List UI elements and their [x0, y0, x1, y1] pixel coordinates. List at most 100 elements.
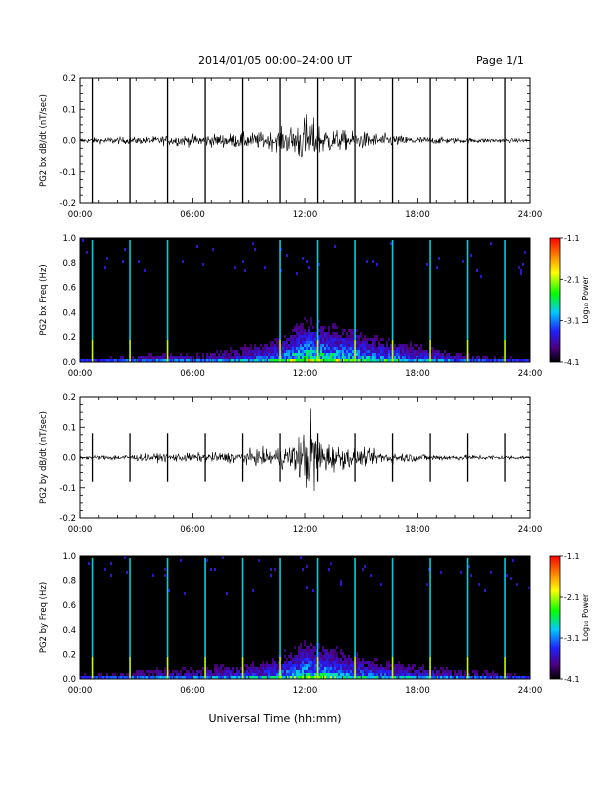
spectrogram-cell: [512, 559, 514, 562]
spectrogram-cell: [372, 353, 374, 356]
spectrogram-cell: [94, 676, 96, 679]
spectrogram-cell: [196, 670, 198, 673]
spectrogram-cell: [406, 347, 408, 350]
spectrogram-cell: [356, 661, 358, 664]
spectrogram-cell: [404, 667, 406, 670]
spectrogram-cell: [218, 667, 220, 670]
spectrogram-cell: [224, 673, 226, 676]
spectrogram-cell: [214, 568, 216, 571]
spectrogram-cell: [324, 335, 326, 338]
spectrogram-cell: [352, 667, 354, 670]
spectrogram-cell: [230, 350, 232, 353]
spectrogram-cell: [214, 356, 216, 359]
spectrogram-cell: [370, 347, 372, 350]
spectrogram-cell: [262, 356, 264, 359]
spectrogram-cell: [348, 335, 350, 338]
spectrogram-cell: [306, 652, 308, 655]
spectrogram-cell: [318, 646, 320, 649]
spectrogram-cell: [288, 661, 290, 664]
spectrogram-cell: [442, 670, 444, 673]
spectrogram-cell: [210, 353, 212, 356]
spectrogram-cell: [276, 350, 278, 353]
spectrogram-cell: [334, 344, 336, 347]
spectrogram-cell: [216, 359, 218, 362]
spectrogram-cell: [284, 673, 286, 676]
x-tick-label: 00:00: [68, 210, 93, 220]
spectrogram-cell: [306, 565, 308, 568]
spectrogram-cell: [290, 676, 292, 679]
spectrogram-cell: [388, 667, 390, 670]
spectrogram-cell: [468, 356, 470, 359]
panel-bx-dbdt: 00:00 06:00 12:00 18:00 24:00-0.2-0.10.00.10…: [39, 74, 542, 220]
x-tick-label: 00:00: [68, 686, 93, 696]
spectrogram-cell: [374, 347, 376, 350]
spectrogram-cell: [314, 341, 316, 344]
spectrogram-cell: [218, 356, 220, 359]
x-tick-label: 12:00: [293, 210, 318, 220]
spectrogram-cell: [274, 359, 276, 362]
spectrogram-cell: [374, 673, 376, 676]
spectrogram-cell: [436, 676, 438, 679]
spectrogram-cell: [396, 673, 398, 676]
spectrogram-cell: [288, 673, 290, 676]
spectrogram-cell: [294, 329, 296, 332]
spectrogram-cell: [130, 359, 132, 362]
spectrogram-cell: [356, 338, 358, 341]
spectrogram-cell: [458, 359, 460, 362]
spectrogram-cell: [492, 670, 494, 673]
spectrogram-cell: [340, 673, 342, 676]
spectrogram-cell: [324, 652, 326, 655]
spectrogram-cell: [356, 667, 358, 670]
spectrogram-cell: [446, 676, 448, 679]
spectrogram-cell: [330, 655, 332, 658]
spectrogram-cell: [452, 359, 454, 362]
spectrogram-cell: [224, 359, 226, 362]
spectrogram-cell: [314, 658, 316, 661]
spectrogram-cell: [174, 359, 176, 362]
spectrogram-cell: [358, 344, 360, 347]
spectrogram-cell: [424, 673, 426, 676]
colorbar-tick-label: -3.1: [564, 317, 580, 326]
spectrogram-cell: [528, 676, 530, 679]
spectrogram-cell: [284, 359, 286, 362]
spectrogram-cell: [330, 658, 332, 661]
spectrogram-cell: [134, 673, 136, 676]
spectrogram-cell: [318, 347, 320, 350]
spectrogram-cell: [474, 676, 476, 679]
spectrogram-cell: [270, 356, 272, 359]
spectrogram-cell: [310, 667, 312, 670]
spectrogram-cell: [302, 664, 304, 667]
spectrogram-cell: [516, 583, 518, 586]
spectrogram-cell: [368, 347, 370, 350]
spectrogram-cell: [402, 673, 404, 676]
spectrogram-cell: [368, 664, 370, 667]
spectrogram-cell: [320, 664, 322, 667]
spectrogram-cell: [308, 667, 310, 670]
spectrogram-cell: [254, 667, 256, 670]
spectrogram-cell: [336, 347, 338, 350]
spectrogram-cell: [290, 335, 292, 338]
spectrogram-cell: [348, 347, 350, 350]
spectrogram-cell: [358, 341, 360, 344]
spectrogram-cell: [342, 667, 344, 670]
spectrogram-cell: [182, 356, 184, 359]
spectrogram-cell: [112, 359, 114, 362]
spectrogram-cell: [520, 676, 522, 679]
spectrogram-cell: [206, 676, 208, 679]
spectrogram-cell: [400, 353, 402, 356]
spectrogram-cell: [302, 676, 304, 679]
spectrogram-cell: [136, 673, 138, 676]
spectrogram-cell: [304, 655, 306, 658]
spectrogram-cell: [206, 353, 208, 356]
y-tick-label: 0.4: [62, 308, 76, 318]
spectrogram-cell: [258, 676, 260, 679]
spectrogram-cell: [306, 673, 308, 676]
spectrogram-cell: [284, 655, 286, 658]
spectrogram-cell: [276, 667, 278, 670]
spectrogram-cell: [420, 356, 422, 359]
spectrogram-cell: [522, 359, 524, 362]
spectrogram-cell: [506, 359, 508, 362]
spectrogram-cell: [364, 335, 366, 338]
spectrogram-cell: [326, 661, 328, 664]
spectrogram-cell: [156, 359, 158, 362]
